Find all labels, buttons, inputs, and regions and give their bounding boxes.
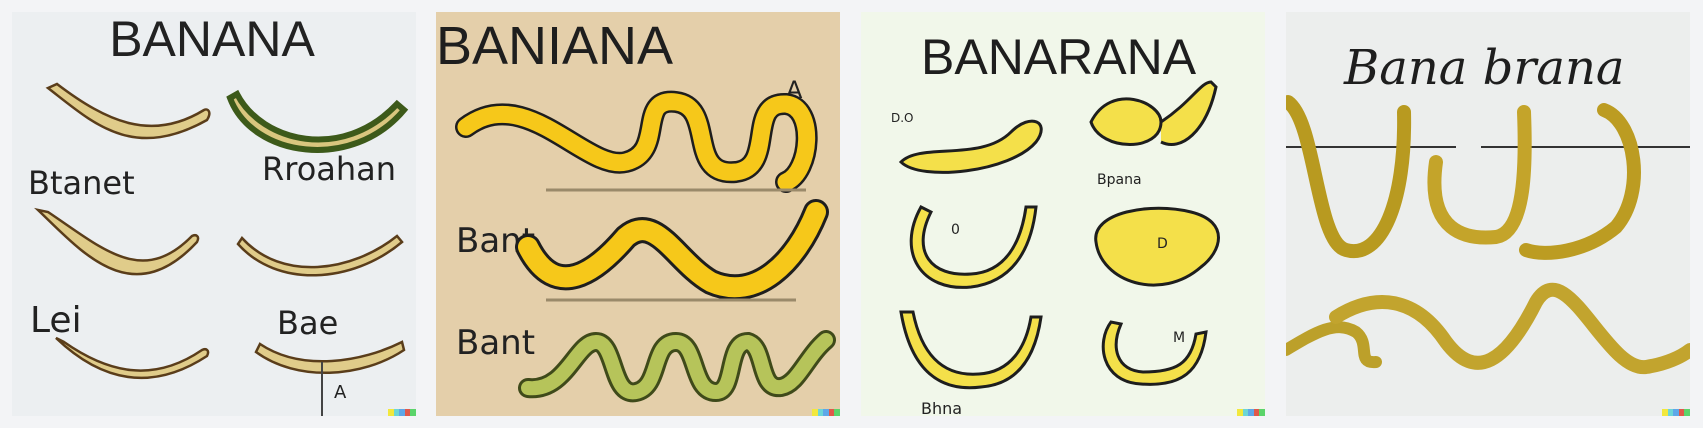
banana-sketch-image: Bana brana xyxy=(1286,12,1690,416)
image-tile-banarana: BANARANA D.O Bpana 0 D M Bhna xyxy=(861,12,1265,416)
banana-sketch-image: BANARANA D.O Bpana 0 D M Bhna xyxy=(861,12,1265,416)
signature-colors xyxy=(388,409,416,416)
banana-sketch-image: BANANA Btanet Rroahan Lei Bae A xyxy=(12,12,416,416)
signature-colors xyxy=(1662,409,1690,416)
image-tile-bana-brana: Bana brana xyxy=(1286,12,1690,416)
banana-drawing xyxy=(45,82,211,140)
banana-label: Bhna xyxy=(921,399,962,416)
banana-label: Bant xyxy=(456,323,535,363)
banana-drawing xyxy=(34,207,200,276)
image-title: BANIANA xyxy=(436,16,673,76)
wavy-banana xyxy=(457,93,816,191)
hanging-banana xyxy=(1286,95,1412,259)
wavy-banana xyxy=(1329,282,1690,375)
banana-drawing xyxy=(898,119,1043,174)
image-tile-banana: BANANA Btanet Rroahan Lei Bae A xyxy=(12,12,416,416)
banana-drawing xyxy=(1101,320,1208,386)
banana-sketch-image: BANIANA A Bant Bant xyxy=(436,12,840,416)
banana-label: A xyxy=(334,382,347,403)
banana-label: 0 xyxy=(951,222,960,238)
banana-label: D xyxy=(1157,236,1168,252)
image-title: BANANA xyxy=(109,12,315,67)
image-title: Bana brana xyxy=(1343,40,1625,96)
hanging-banana xyxy=(1519,103,1641,260)
banana-label: Bae xyxy=(277,304,338,342)
banana-label: Bpana xyxy=(1097,172,1142,188)
banana-drawing xyxy=(254,340,406,375)
wavy-banana xyxy=(518,202,826,298)
banana-label: M xyxy=(1173,330,1185,346)
banana-drawing xyxy=(236,234,404,277)
banana-drawing xyxy=(226,89,409,153)
banana-drawing xyxy=(899,310,1043,390)
banana-label: Lei xyxy=(30,300,82,341)
image-tile-baniana: BANIANA A Bant Bant xyxy=(436,12,840,416)
banana-drawing xyxy=(1089,80,1218,147)
signature-colors xyxy=(812,409,840,416)
signature-colors xyxy=(1237,409,1265,416)
banana-drawing xyxy=(909,205,1038,289)
banana-drawing xyxy=(55,336,210,380)
wavy-banana xyxy=(521,333,833,400)
banana-label: D.O xyxy=(891,111,914,125)
hanging-banana xyxy=(1427,105,1532,245)
image-title: BANARANA xyxy=(921,29,1197,85)
wavy-banana xyxy=(1286,321,1382,369)
banana-label: Rroahan xyxy=(262,150,396,188)
banana-drawing xyxy=(1094,206,1220,287)
banana-label: Btanet xyxy=(28,164,135,202)
